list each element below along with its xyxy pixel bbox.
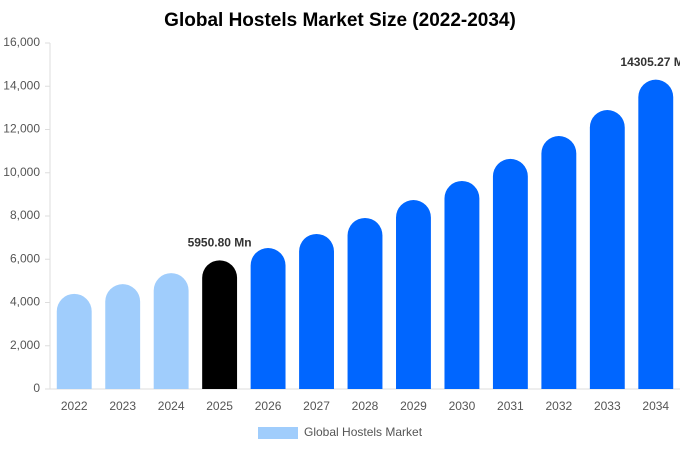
x-tick-label: 2032 bbox=[545, 399, 572, 413]
data-label: 5950.80 Mn bbox=[188, 235, 252, 249]
data-label: 14305.27 Mn bbox=[620, 55, 680, 69]
x-tick-label: 2033 bbox=[594, 399, 621, 413]
x-tick-label: 2027 bbox=[303, 399, 330, 413]
y-tick-label: 6,000 bbox=[10, 251, 40, 265]
bar bbox=[105, 284, 141, 389]
x-tick-label: 2028 bbox=[352, 399, 379, 413]
bar bbox=[589, 110, 625, 389]
y-tick-label: 0 bbox=[33, 381, 40, 395]
bar bbox=[396, 200, 431, 389]
x-tick-label: 2029 bbox=[400, 399, 427, 413]
x-tick-label: 2030 bbox=[449, 399, 476, 413]
bar bbox=[347, 217, 383, 389]
x-tick-label: 2024 bbox=[158, 399, 185, 413]
x-tick-label: 2026 bbox=[255, 399, 282, 413]
bar bbox=[202, 260, 238, 389]
bar bbox=[492, 158, 528, 389]
x-tick-label: 2022 bbox=[61, 399, 88, 413]
bar bbox=[56, 293, 92, 389]
x-tick-label: 2025 bbox=[206, 399, 233, 413]
x-tick-label: 2034 bbox=[642, 399, 669, 413]
bar bbox=[541, 136, 577, 389]
legend-swatch bbox=[258, 427, 298, 439]
bar bbox=[444, 180, 480, 389]
bar bbox=[250, 248, 286, 389]
bar bbox=[638, 79, 674, 390]
y-tick-label: 10,000 bbox=[3, 165, 40, 179]
y-tick-label: 8,000 bbox=[10, 208, 40, 222]
legend-label: Global Hostels Market bbox=[304, 425, 423, 439]
x-tick-label: 2031 bbox=[497, 399, 524, 413]
chart-title: Global Hostels Market Size (2022-2034) bbox=[164, 10, 516, 31]
y-tick-label: 2,000 bbox=[10, 338, 40, 352]
x-tick-label: 2023 bbox=[109, 399, 136, 413]
y-tick-label: 12,000 bbox=[3, 122, 40, 136]
y-tick-label: 14,000 bbox=[3, 78, 40, 92]
y-tick-label: 16,000 bbox=[3, 35, 40, 49]
bar bbox=[153, 273, 189, 389]
y-tick-label: 4,000 bbox=[10, 295, 40, 309]
bar bbox=[299, 233, 334, 389]
